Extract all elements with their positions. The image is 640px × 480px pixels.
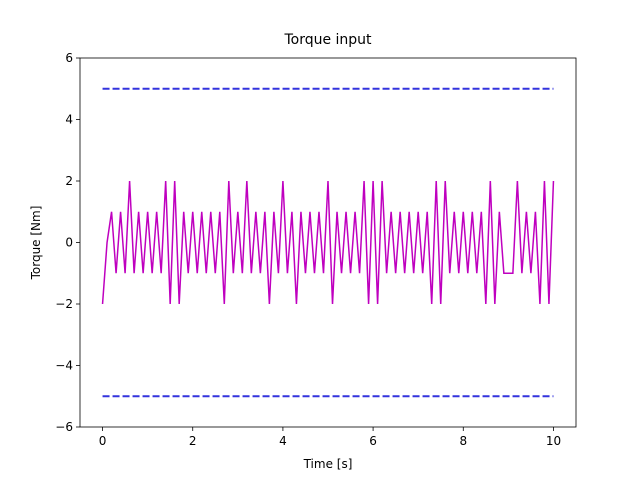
chart-title: Torque input [283,32,372,48]
y-tick-label: 2 [65,174,73,188]
y-tick-label: 0 [65,236,73,250]
y-tick-label: −6 [55,420,73,434]
y-tick-label: 6 [65,51,73,65]
x-tick-label: 6 [369,434,377,448]
x-tick-label: 4 [279,434,287,448]
x-tick-label: 10 [546,434,561,448]
x-tick-label: 2 [189,434,197,448]
x-axis-label: Time [s] [303,457,353,471]
y-axis-label: Torque [Nm] [29,206,43,281]
y-tick-label: −4 [55,359,73,373]
x-tick-label: 8 [459,434,467,448]
x-tick-label: 0 [99,434,107,448]
plot-frame [79,57,577,428]
line-series [101,180,555,305]
y-tick-label: −2 [55,297,73,311]
y-tick-label: 4 [65,113,73,127]
